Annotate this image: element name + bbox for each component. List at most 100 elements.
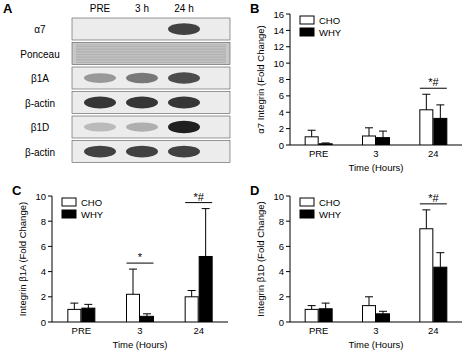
error-bar	[379, 311, 387, 314]
ponceau-stain	[76, 55, 226, 57]
y-tick	[286, 128, 290, 129]
y-tick	[48, 246, 52, 247]
blot-row-label: β1A	[31, 73, 49, 84]
y-tick-label: 14	[273, 25, 284, 36]
x-tick-label: PRE	[309, 325, 329, 336]
ponceau-stain	[76, 49, 226, 51]
significance-label: *	[138, 251, 143, 263]
y-axis	[52, 196, 53, 322]
legend-swatch	[300, 28, 314, 36]
blot-band	[126, 73, 158, 84]
y-tick-label: 8	[41, 216, 46, 227]
blot-band	[168, 23, 200, 35]
bar	[82, 308, 95, 322]
y-tick-label: 10	[273, 191, 284, 202]
lane-label: PRE	[90, 3, 111, 14]
legend-label: WHY	[81, 209, 104, 220]
panel-label: C	[12, 183, 22, 198]
y-tick-label: 6	[41, 241, 46, 252]
bar	[420, 110, 433, 145]
y-tick	[286, 79, 290, 80]
y-tick	[286, 30, 290, 31]
y-tick-label: 2	[41, 291, 46, 302]
ponceau-stain	[76, 47, 226, 49]
bar	[434, 267, 447, 322]
y-tick	[286, 145, 290, 146]
x-axis-label: Time (Hours)	[348, 339, 403, 350]
blot-band	[168, 72, 200, 84]
y-tick-label: 0	[279, 317, 284, 328]
y-tick-label: 0	[279, 140, 284, 151]
bar	[434, 118, 447, 145]
lane-label: 24 h	[174, 3, 193, 14]
blot-band	[84, 146, 116, 158]
marks	[305, 94, 447, 145]
y-tick-label: 4	[279, 107, 284, 118]
y-tick	[286, 46, 290, 47]
lane-label: 3 h	[135, 3, 149, 14]
panel-label: D	[250, 183, 259, 198]
blot-band	[84, 73, 116, 83]
x-tick-label: PRE	[72, 325, 92, 336]
bar	[141, 316, 154, 322]
error-bar	[308, 130, 316, 137]
y-tick-label: 8	[279, 216, 284, 227]
x-tick-label: 24	[428, 148, 439, 159]
blot-band	[126, 122, 158, 131]
y-tick	[286, 322, 290, 323]
bar	[377, 314, 390, 322]
y-tick	[48, 271, 52, 272]
y-tick	[286, 95, 290, 96]
y-tick-label: 2	[279, 291, 284, 302]
y-tick-label: 10	[35, 191, 46, 202]
y-tick	[48, 196, 52, 197]
error-bar	[422, 210, 430, 229]
y-tick	[286, 14, 290, 15]
x-axis-label: Time (Hours)	[348, 162, 403, 173]
chart: B0246810121416α7 Integrin (Fold Change)P…	[250, 1, 462, 173]
error-bar	[202, 209, 210, 257]
blot-strip	[72, 116, 230, 138]
bar	[363, 136, 376, 145]
chart: D0246810Integrin β1D (Fold Change)PRE324…	[250, 183, 462, 350]
chart: C0246810Integrin β1A (Fold Change)PRE324…	[12, 183, 228, 350]
bar	[319, 144, 332, 145]
error-bar	[143, 314, 151, 317]
legend-label: WHY	[319, 209, 342, 220]
bar	[199, 256, 212, 322]
bar	[363, 306, 376, 322]
legend-label: CHO	[319, 197, 340, 208]
blot-band	[126, 97, 158, 109]
y-tick	[48, 221, 52, 222]
bar	[127, 294, 140, 322]
y-axis-label: Integrin β1D (Fold Change)	[255, 201, 266, 316]
marks	[68, 209, 212, 322]
legend-swatch	[300, 198, 314, 206]
marks	[305, 210, 447, 322]
y-tick-label: 6	[279, 241, 284, 252]
blot-row-label: β-actin	[25, 98, 55, 109]
bar	[377, 138, 390, 145]
y-tick	[48, 296, 52, 297]
y-tick-label: 6	[279, 90, 284, 101]
x-tick-label: PRE	[309, 148, 329, 159]
blot-band	[84, 97, 116, 109]
ponceau-stain	[76, 58, 226, 60]
legend-swatch	[300, 210, 314, 218]
blot-strip	[72, 141, 230, 163]
x-tick-label: 3	[373, 325, 378, 336]
error-bar	[84, 304, 92, 308]
error-bar	[436, 253, 444, 267]
error-bar	[379, 131, 387, 138]
ponceau-stain	[76, 46, 226, 48]
error-bar	[308, 306, 316, 310]
figure: APRE3 h24 hα7Ponceauβ1Aβ-actinβ1Dβ-actin…	[0, 0, 474, 364]
blot-band	[168, 97, 200, 109]
legend-label: CHO	[319, 15, 340, 26]
legend-label: WHY	[319, 27, 342, 38]
error-bar	[129, 269, 137, 294]
y-axis	[290, 196, 291, 322]
blot-row-label: β-actin	[25, 147, 55, 158]
y-tick-label: 0	[41, 317, 46, 328]
ponceau-stain	[76, 52, 226, 54]
